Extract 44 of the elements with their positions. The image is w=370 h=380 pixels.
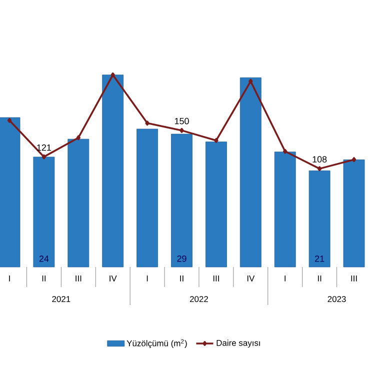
point	[110, 72, 115, 78]
bar	[343, 160, 365, 268]
data-label: 121	[37, 144, 51, 151]
bar	[274, 152, 296, 268]
bar	[68, 138, 90, 268]
point	[317, 166, 322, 172]
point	[283, 148, 288, 154]
point	[7, 118, 12, 123]
point	[180, 128, 184, 133]
x-tick-label: IV	[247, 276, 255, 282]
data-label: 21	[315, 256, 324, 262]
x-tick-label: III	[213, 276, 219, 282]
x-tick-label: II	[180, 276, 184, 282]
point	[76, 135, 80, 140]
bar	[171, 134, 192, 268]
data-label: 29	[177, 255, 186, 262]
x-tick-label: III	[76, 276, 82, 282]
bar	[240, 77, 262, 268]
text: 2021	[52, 296, 70, 302]
point	[42, 154, 46, 160]
bar	[206, 142, 227, 268]
bar	[308, 170, 330, 268]
bar	[0, 117, 20, 268]
data-label: 108	[312, 156, 327, 162]
point	[145, 120, 150, 126]
x-tick-label: III	[351, 276, 357, 282]
data-label: 24	[39, 256, 49, 262]
bar	[102, 74, 124, 268]
legend-label: Daire sayısı	[216, 340, 260, 348]
point	[352, 157, 356, 162]
x-tick-label: II	[42, 276, 46, 282]
x-tick-label: I	[9, 276, 10, 282]
text: 2022	[190, 296, 208, 302]
text: 2023	[328, 296, 346, 302]
point	[214, 138, 218, 143]
legend-label: Yüzölçümü (m$^{2}$)	[126, 339, 187, 348]
x-tick-label: II	[318, 276, 322, 282]
x-tick-label: IV	[110, 276, 117, 282]
point	[248, 78, 253, 84]
bar	[33, 156, 55, 268]
x-tick-label: I	[146, 276, 148, 282]
bar	[136, 128, 158, 268]
x-tick-label: I	[284, 276, 286, 282]
data-label: 150	[174, 118, 189, 124]
